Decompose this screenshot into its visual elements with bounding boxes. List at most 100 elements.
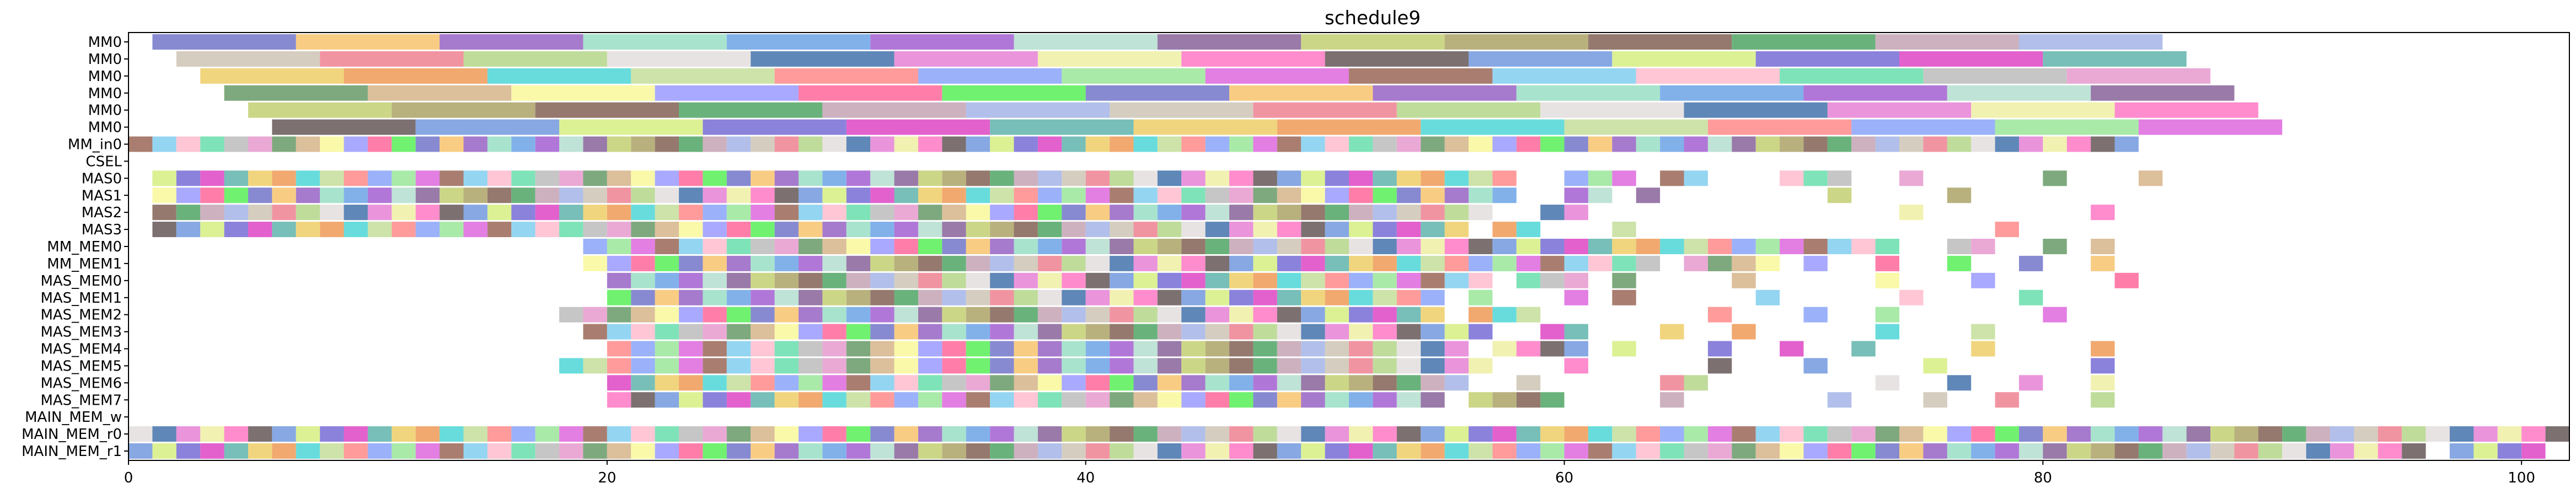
task-bar <box>703 255 727 271</box>
task-bar <box>1540 426 1565 442</box>
task-bar <box>1995 222 2019 238</box>
task-bar <box>1349 443 1373 459</box>
task-bar <box>583 187 607 203</box>
task-bar <box>440 426 464 442</box>
task-bar <box>1540 341 1565 357</box>
task-bar <box>1062 170 1086 186</box>
task-bar <box>1396 324 1421 340</box>
task-bar <box>1037 136 1062 152</box>
task-bar <box>1062 307 1086 323</box>
task-bar <box>918 443 942 459</box>
task-bar <box>846 222 871 238</box>
task-bar <box>1803 307 1828 323</box>
task-bar <box>1444 136 1469 152</box>
task-bar <box>1085 136 1110 152</box>
task-bar <box>798 255 823 271</box>
task-bar <box>1301 341 1325 357</box>
task-bar <box>798 85 942 101</box>
y-axis: MM0MM0MM0MM0MM0MM0MM_in0CSELMAS0MAS1MAS2… <box>22 34 128 460</box>
task-bar <box>511 85 655 101</box>
task-bar <box>1349 324 1373 340</box>
task-bar <box>751 443 775 459</box>
task-bar <box>870 307 895 323</box>
task-bar <box>200 170 224 186</box>
task-bar <box>990 222 1014 238</box>
task-bar <box>1181 255 1206 271</box>
task-bar <box>1157 170 1182 186</box>
task-bar <box>751 51 895 67</box>
task-bar <box>2545 426 2569 442</box>
task-bar <box>1995 443 2019 459</box>
task-bar <box>1899 443 1924 459</box>
task-bar <box>176 426 201 442</box>
task-bar <box>1636 136 1661 152</box>
task-bar <box>655 170 679 186</box>
task-bar <box>990 272 1014 288</box>
task-bar <box>846 119 990 135</box>
task-bar <box>535 222 560 238</box>
task-bar <box>1444 255 1469 271</box>
task-bar <box>679 324 703 340</box>
task-bar <box>1492 443 1517 459</box>
task-bar <box>2066 68 2211 84</box>
task-bar <box>1325 222 1349 238</box>
task-bar <box>272 205 296 221</box>
task-bar <box>2091 341 2115 357</box>
task-bar <box>1110 426 1134 442</box>
task-bar <box>1110 239 1134 254</box>
task-bar <box>679 170 703 186</box>
task-bar <box>966 289 990 305</box>
task-bar <box>440 222 464 238</box>
task-bar <box>200 187 224 203</box>
task-bar <box>990 119 1134 135</box>
task-bar <box>1373 222 1397 238</box>
task-bar <box>726 324 751 340</box>
task-bar <box>846 205 871 221</box>
task-bar <box>1037 426 1062 442</box>
row-label: MM0 <box>88 85 122 102</box>
task-bar <box>559 119 703 135</box>
task-bar <box>751 358 775 374</box>
task-bar <box>655 255 679 271</box>
task-bar <box>1373 324 1397 340</box>
task-bar <box>990 443 1014 459</box>
task-bar <box>200 222 224 238</box>
task-bar <box>583 170 607 186</box>
task-bar <box>583 255 607 271</box>
task-bar <box>463 426 488 442</box>
task-bar <box>1636 443 1661 459</box>
task-bar <box>1540 205 1565 221</box>
task-bar <box>846 136 871 152</box>
task-bar <box>1277 358 1302 374</box>
task-bar <box>1205 136 1230 152</box>
task-bar <box>272 222 296 238</box>
task-bar <box>822 136 847 152</box>
task-bar <box>798 341 823 357</box>
task-bar <box>1373 443 1397 459</box>
task-bar <box>798 392 823 408</box>
task-bar <box>631 239 655 254</box>
task-bar <box>1014 289 1038 305</box>
task-bar <box>463 222 488 238</box>
task-bar <box>511 187 535 203</box>
task-bar <box>1684 375 1708 391</box>
task-bar <box>918 136 942 152</box>
task-bar <box>631 136 655 152</box>
task-bar <box>1301 136 1325 152</box>
task-bar <box>1803 358 1828 374</box>
task-bar <box>894 136 918 152</box>
task-bar <box>774 170 799 186</box>
task-bar <box>367 187 392 203</box>
task-bar <box>798 136 823 152</box>
task-bar <box>607 358 631 374</box>
task-bar <box>1014 392 1038 408</box>
task-bar <box>1732 426 1756 442</box>
task-bar <box>1110 289 1134 305</box>
task-bar <box>942 426 966 442</box>
task-bar <box>392 222 416 238</box>
task-bar <box>822 341 847 357</box>
task-bar <box>1540 392 1565 408</box>
task-bar <box>1349 289 1373 305</box>
task-bar <box>918 272 942 288</box>
row-label: MAS_MEM5 <box>40 358 122 374</box>
